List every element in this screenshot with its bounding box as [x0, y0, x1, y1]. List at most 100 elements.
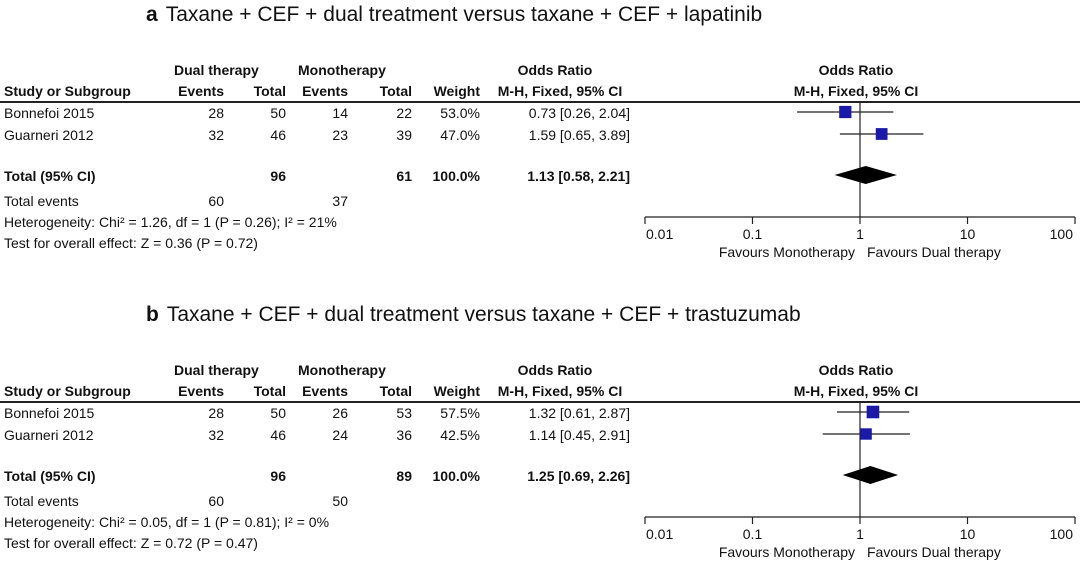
x-tick-label: 100 [1050, 526, 1074, 542]
weight: 57.5% [440, 405, 480, 421]
header-dual-therapy: Dual therapy [174, 62, 259, 78]
total-odds-ratio-ci: 1.13 [0.58, 2.21] [527, 168, 630, 184]
events-2: 23 [332, 127, 348, 143]
favours-right-label: Favours Dual therapy [867, 544, 1001, 560]
total-2: 39 [396, 127, 412, 143]
favours-left-label: Favours Monotherapy [719, 244, 855, 260]
x-tick-label: 10 [960, 226, 976, 242]
heterogeneity-text: Heterogeneity: Chi² = 1.26, df = 1 (P = … [4, 214, 337, 230]
header-total-1: Total [253, 383, 286, 399]
total-1: 46 [270, 127, 286, 143]
x-tick-label: 0.1 [743, 526, 763, 542]
x-tick-label: 0.01 [646, 226, 673, 242]
total-events-label: Total events [4, 493, 79, 509]
header-odds-ratio: Odds Ratio [517, 62, 593, 78]
header-events-2: Events [302, 83, 348, 99]
total-weight: 100.0% [432, 168, 480, 184]
study-name: Bonnefoi 2015 [4, 405, 95, 421]
header-events-2: Events [302, 383, 348, 399]
total-label: Total (95% CI) [4, 168, 96, 184]
x-tick-label: 1 [856, 226, 864, 242]
header-weight: Weight [433, 383, 480, 399]
panel-title: b Taxane + CEF + dual treatment versus ta… [146, 302, 801, 328]
odds-ratio-ci: 1.32 [0.61, 2.87] [528, 405, 630, 421]
events-2: 24 [332, 427, 348, 443]
header-rule [0, 101, 1080, 103]
header-total-1: Total [253, 83, 286, 99]
forest-plot-b: 0.01 0.1 1 10 100 Favours Monotherapy Favours … [644, 401, 1076, 560]
panel-letter: b [146, 303, 159, 326]
x-tick-label: 0.1 [743, 226, 763, 242]
favours-right-label: Favours Dual therapy [867, 244, 1001, 260]
events-1: 28 [208, 405, 224, 421]
total-events-2: 50 [332, 493, 348, 509]
pooled-diamond [834, 166, 898, 184]
header-monotherapy: Monotherapy [298, 62, 386, 78]
total-weight: 100.0% [432, 468, 480, 484]
forest-panel-a: a Taxane + CEF + dual treatment versus ta… [0, 0, 1080, 283]
x-tick-label: 100 [1050, 226, 1074, 242]
forest-panel-b: b Taxane + CEF + dual treatment versus ta… [0, 300, 1080, 583]
events-1: 28 [208, 105, 224, 121]
header-study: Study or Subgroup [4, 383, 131, 399]
study-marker [860, 428, 872, 440]
plot-header-method: M-H, Fixed, 95% CI [793, 383, 919, 399]
header-method: M-H, Fixed, 95% CI [497, 83, 623, 99]
panel-title-text: Taxane + CEF + dual treatment versus tax… [166, 303, 801, 326]
header-events-1: Events [178, 383, 224, 399]
events-2: 26 [332, 405, 348, 421]
weight: 53.0% [440, 105, 480, 121]
heterogeneity-text: Heterogeneity: Chi² = 0.05, df = 1 (P = … [4, 514, 330, 530]
total-1: 50 [270, 405, 286, 421]
plot-header-odds-ratio: Odds Ratio [818, 362, 894, 378]
header-method: M-H, Fixed, 95% CI [497, 383, 623, 399]
x-tick-label: 10 [960, 526, 976, 542]
overall-effect-text: Test for overall effect: Z = 0.72 (P = 0… [4, 535, 258, 551]
header-total-2: Total [379, 83, 412, 99]
odds-ratio-ci: 1.59 [0.65, 3.89] [528, 127, 630, 143]
header-weight: Weight [433, 83, 480, 99]
weight: 47.0% [440, 127, 480, 143]
header-dual-therapy: Dual therapy [174, 362, 259, 378]
panel-letter: a [146, 3, 158, 26]
forest-plot-a: 0.01 0.1 1 10 100 Favours Monotherapy Favours … [644, 101, 1076, 260]
odds-ratio-ci: 0.73 [0.26, 2.04] [528, 105, 630, 121]
header-odds-ratio: Odds Ratio [517, 362, 593, 378]
panel-title-text: Taxane + CEF + dual treatment versus tax… [165, 3, 763, 26]
header-study: Study or Subgroup [4, 83, 131, 99]
total-1: 46 [270, 427, 286, 443]
total-events-2: 37 [332, 193, 348, 209]
total-odds-ratio-ci: 1.25 [0.69, 2.26] [527, 468, 630, 484]
header-rule [0, 401, 1080, 403]
header-monotherapy: Monotherapy [298, 362, 386, 378]
total-events-label: Total events [4, 193, 79, 209]
header-total-2: Total [379, 383, 412, 399]
study-marker [839, 105, 852, 119]
total-events-1: 60 [208, 193, 224, 209]
total-1: 96 [270, 168, 286, 184]
plot-header-odds-ratio: Odds Ratio [818, 62, 894, 78]
header-events-1: Events [178, 83, 224, 99]
total-2: 89 [396, 468, 412, 484]
weight: 42.5% [440, 427, 480, 443]
x-tick-label: 0.01 [646, 526, 673, 542]
total-2: 36 [396, 427, 412, 443]
favours-left-label: Favours Monotherapy [719, 544, 855, 560]
total-events-1: 60 [208, 493, 224, 509]
events-2: 14 [332, 105, 348, 121]
study-marker [866, 405, 880, 419]
plot-header-method: M-H, Fixed, 95% CI [793, 83, 919, 99]
events-1: 32 [208, 427, 224, 443]
overall-effect-text: Test for overall effect: Z = 0.36 (P = 0… [4, 235, 258, 251]
total-1: 50 [270, 105, 286, 121]
study-name: Guarneri 2012 [4, 427, 94, 443]
events-1: 32 [208, 127, 224, 143]
study-name: Guarneri 2012 [4, 127, 94, 143]
panel-title: a Taxane + CEF + dual treatment versus ta… [146, 2, 762, 28]
pooled-diamond [842, 466, 899, 484]
study-marker [875, 128, 888, 140]
total-1: 96 [270, 468, 286, 484]
x-tick-label: 1 [856, 526, 864, 542]
study-name: Bonnefoi 2015 [4, 105, 95, 121]
total-2: 61 [396, 168, 412, 184]
